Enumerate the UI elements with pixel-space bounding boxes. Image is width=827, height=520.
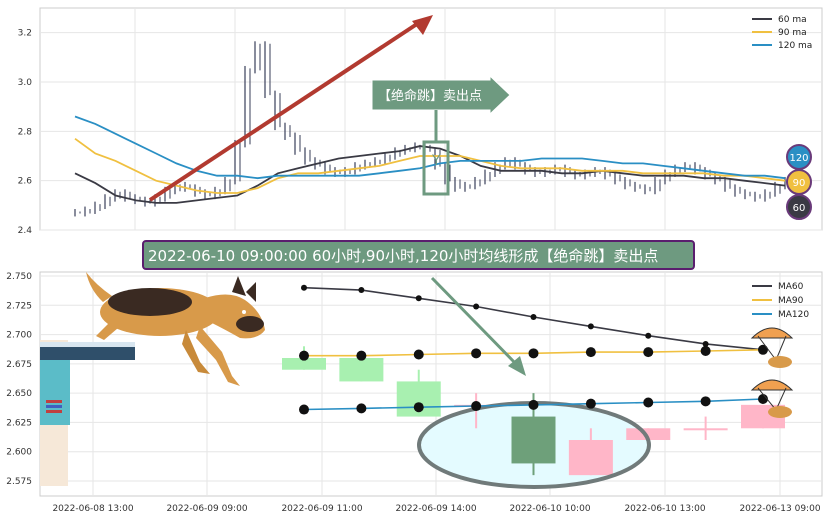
- bottom-ma-point: [758, 344, 768, 355]
- bottom-ma-point: [415, 295, 422, 302]
- bottom-ma-point: [530, 314, 537, 320]
- diving-board: [40, 340, 135, 486]
- bottom-ma-point: [358, 287, 365, 294]
- bottom-ma-point: [643, 397, 654, 408]
- ma-badge-label: 90: [793, 178, 806, 189]
- bottom-x-tick-label: 2022-06-10 13:00: [624, 504, 705, 514]
- bottom-ma-point: [643, 347, 654, 358]
- bottom-ma-point: [413, 349, 424, 360]
- top-y-tick-label: 3.0: [18, 78, 33, 88]
- bottom-legend-label: MA90: [778, 296, 804, 306]
- sell-marker-box: [422, 140, 450, 196]
- bottom-y-tick-label: 2.700: [6, 331, 32, 341]
- candle-body: [568, 440, 613, 476]
- bottom-ma-point: [473, 303, 480, 310]
- bottom-ma-point: [702, 340, 709, 347]
- candle-body: [626, 428, 671, 440]
- bottom-ma-point: [471, 401, 482, 412]
- bottom-x-tick-label: 2022-06-09 09:00: [166, 504, 247, 514]
- top-y-tick-label: 3.2: [18, 29, 32, 39]
- bottom-legend: MA60 MA90 MA120: [752, 282, 809, 320]
- bottom-x-tick-label: 2022-06-09 14:00: [395, 504, 476, 514]
- bottom-ma-point: [700, 345, 711, 356]
- bottom-ma-point: [471, 348, 482, 359]
- bottom-x-tick-label: 2022-06-09 11:00: [281, 504, 362, 514]
- top-y-ticks: 2.4 2.6 2.8 3.0 3.2: [18, 29, 33, 236]
- ma-badge: [786, 194, 812, 220]
- top-ma-line-90-ma: [74, 137, 786, 194]
- banner-text: 2022-06-10 09:00:00 60小时,90小时,120小时均线形成【…: [148, 247, 658, 265]
- bottom-x-ticks: 2022-06-08 13:00 2022-06-09 09:00 2022-06-…: [52, 504, 820, 514]
- top-y-tick-label: 2.8: [18, 127, 33, 137]
- ma-badges: 120 90 60: [786, 144, 812, 220]
- banner: 2022-06-10 09:00:00 60小时,90小时,120小时均线形成【…: [142, 240, 695, 270]
- bottom-ma-point: [587, 323, 594, 330]
- bottom-legend-label: MA60: [778, 282, 804, 292]
- trend-arrow: [148, 15, 433, 202]
- bottom-ma-point: [700, 396, 711, 407]
- bottom-legend-label: MA120: [778, 310, 809, 320]
- top-ma-line-60-ma: [74, 145, 786, 204]
- bottom-y-tick-label: 2.725: [6, 301, 32, 311]
- bottom-ma-point: [645, 332, 652, 339]
- bottom-ma-point: [585, 347, 596, 358]
- top-y-tick-label: 2.6: [18, 177, 33, 187]
- bottom-ma-point: [299, 404, 309, 415]
- parachute-dogs: [750, 327, 794, 418]
- banner-box: [142, 240, 695, 270]
- bottom-ma-point: [413, 402, 424, 413]
- top-legend-label: 60 ma: [778, 15, 807, 25]
- candle-body: [683, 428, 728, 431]
- bottom-ma-point: [356, 403, 367, 414]
- bottom-y-tick-label: 2.575: [6, 477, 32, 487]
- sell-marker-letter: Y: [431, 153, 441, 169]
- sell-label-arrow: [371, 74, 511, 116]
- bottom-x-tick-label: 2022-06-08 13:00: [52, 504, 133, 514]
- candle-body: [511, 416, 556, 464]
- bottom-y-tick-label: 2.750: [6, 272, 32, 282]
- bottom-ma-point: [528, 348, 539, 359]
- bottom-y-tick-label: 2.675: [6, 360, 32, 370]
- top-y-tick-label: 2.4: [18, 226, 33, 236]
- bottom-y-tick-label: 2.625: [6, 418, 32, 428]
- candle-body: [282, 358, 326, 370]
- bottom-ma-point: [356, 350, 367, 361]
- top-legend-label: 120 ma: [778, 41, 812, 51]
- ma-badge-label: 60: [793, 203, 806, 214]
- banner-pointer-arrow: [430, 276, 526, 376]
- top-legend: 60 ma 90 ma 120 ma: [752, 15, 812, 51]
- bottom-ma-point: [299, 350, 309, 361]
- bottom-candles: [282, 346, 785, 476]
- bottom-ma-point: [585, 398, 596, 409]
- ma-badge-label: 120: [789, 153, 808, 164]
- bottom-y-tick-label: 2.650: [6, 389, 32, 399]
- sell-callout: 【绝命跳】卖出点 Y: [371, 74, 511, 196]
- bottom-ma-point: [528, 399, 539, 410]
- bottom-y-ticks: 2.575 2.600 2.625 2.650 2.675 2.700 2.725 2.750: [6, 272, 32, 487]
- bottom-x-tick-label: 2022-06-10 10:00: [509, 504, 590, 514]
- top-panel: 2.4 2.6 2.8 3.0 3.2 60 ma 90 ma 120 ma: [18, 7, 823, 236]
- bottom-ma-point: [301, 284, 307, 291]
- bottom-x-tick-label: 2022-06-13 09:00: [739, 504, 820, 514]
- candle-body: [339, 358, 384, 382]
- bottom-y-tick-label: 2.600: [6, 448, 32, 458]
- jumping-dog: [86, 272, 265, 386]
- bottom-ma-lines: [299, 284, 768, 415]
- sell-label-text: 【绝命跳】卖出点: [378, 88, 482, 104]
- top-legend-label: 90 ma: [778, 28, 807, 38]
